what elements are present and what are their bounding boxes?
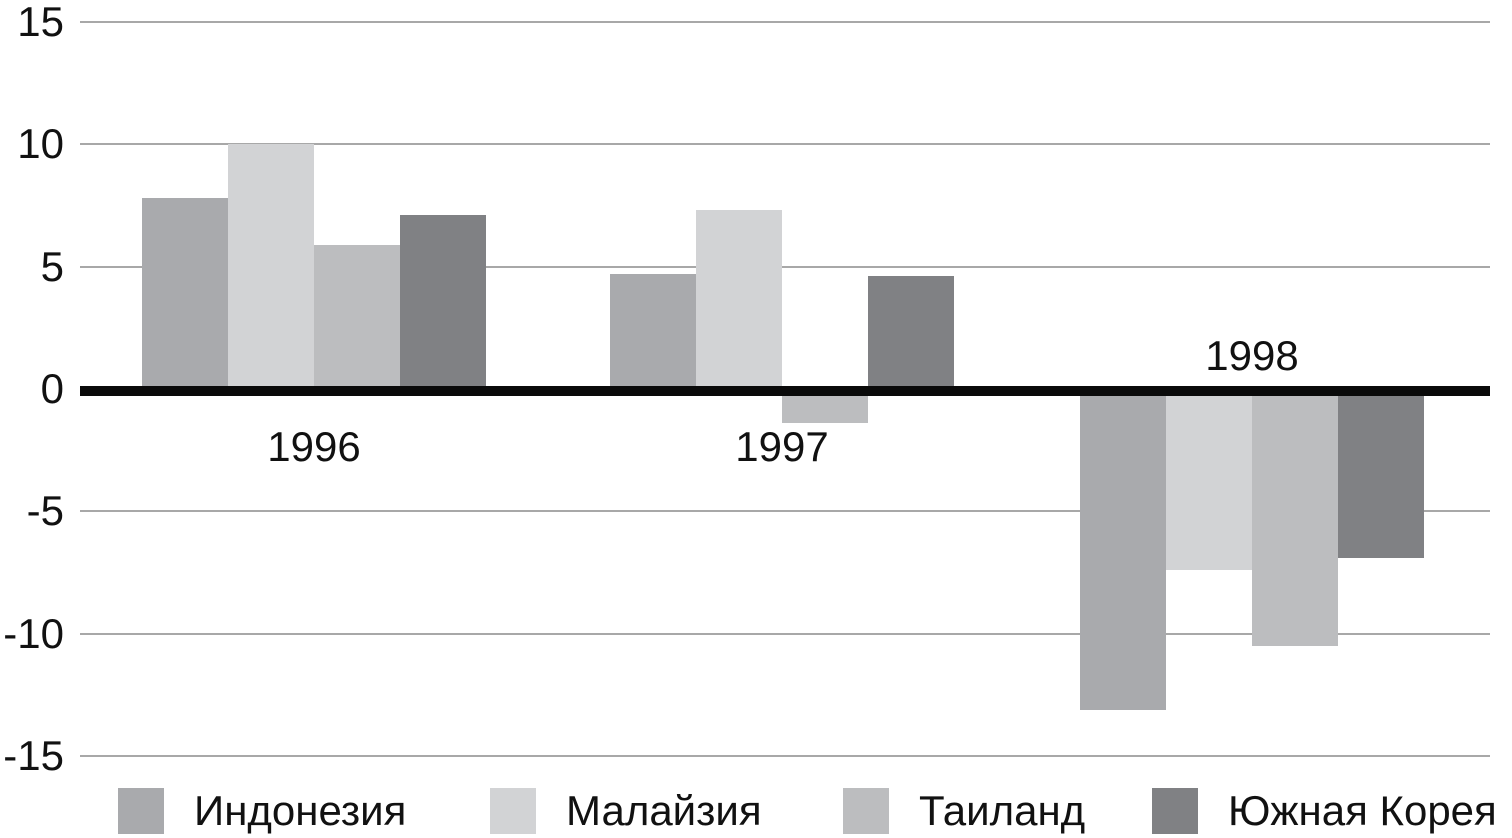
y-tick-label: -5 [26, 487, 64, 535]
bar-malaysia-1997 [696, 210, 782, 389]
y-tick-label: 10 [17, 120, 64, 168]
bar-thailand-1998 [1252, 389, 1338, 646]
legend-item-indonesia: Индонезия [118, 788, 406, 834]
legend-swatch-thailand [843, 788, 889, 834]
gridline [80, 21, 1490, 23]
legend-swatch-malaysia [490, 788, 536, 834]
gridline [80, 265, 1490, 268]
bar-indonesia-1996 [142, 198, 228, 389]
y-tick-label: -15 [3, 732, 64, 779]
category-label-1997: 1997 [735, 423, 829, 470]
legend-label-thailand: Таиланд [919, 787, 1086, 834]
legend-swatch-south-korea [1152, 788, 1198, 834]
legend-label-indonesia: Индонезия [194, 787, 407, 834]
zero-axis-line [80, 386, 1490, 396]
gridline [80, 755, 1490, 757]
bar-malaysia-1996 [228, 144, 314, 389]
y-tick-label: 0 [40, 365, 64, 412]
category-label-1998: 1998 [1205, 332, 1299, 379]
legend-item-thailand: Таиланд [843, 788, 1085, 834]
y-tick-label: 15 [17, 0, 64, 45]
legend-item-malaysia: Малайзия [490, 788, 762, 834]
gridline [80, 510, 1490, 513]
y-tick-label: -10 [3, 609, 64, 657]
gridline [80, 632, 1490, 635]
bar-south-korea-1996 [400, 215, 486, 389]
legend-label-south-korea: Южная Корея [1228, 787, 1497, 834]
bar-south-korea-1998 [1338, 389, 1424, 558]
bar-thailand-1996 [314, 244, 400, 389]
bar-malaysia-1998 [1166, 389, 1252, 571]
category-label-1996: 1996 [267, 423, 361, 470]
y-tick-label: 5 [40, 242, 64, 290]
bar-indonesia-1998 [1080, 389, 1166, 710]
legend-item-south-korea: Южная Корея [1152, 788, 1497, 834]
bar-south-korea-1997 [868, 276, 954, 389]
legend-label-malaysia: Малайзия [566, 787, 762, 834]
bar-indonesia-1997 [610, 274, 696, 389]
gridline [80, 143, 1490, 146]
legend-swatch-indonesia [118, 788, 164, 834]
